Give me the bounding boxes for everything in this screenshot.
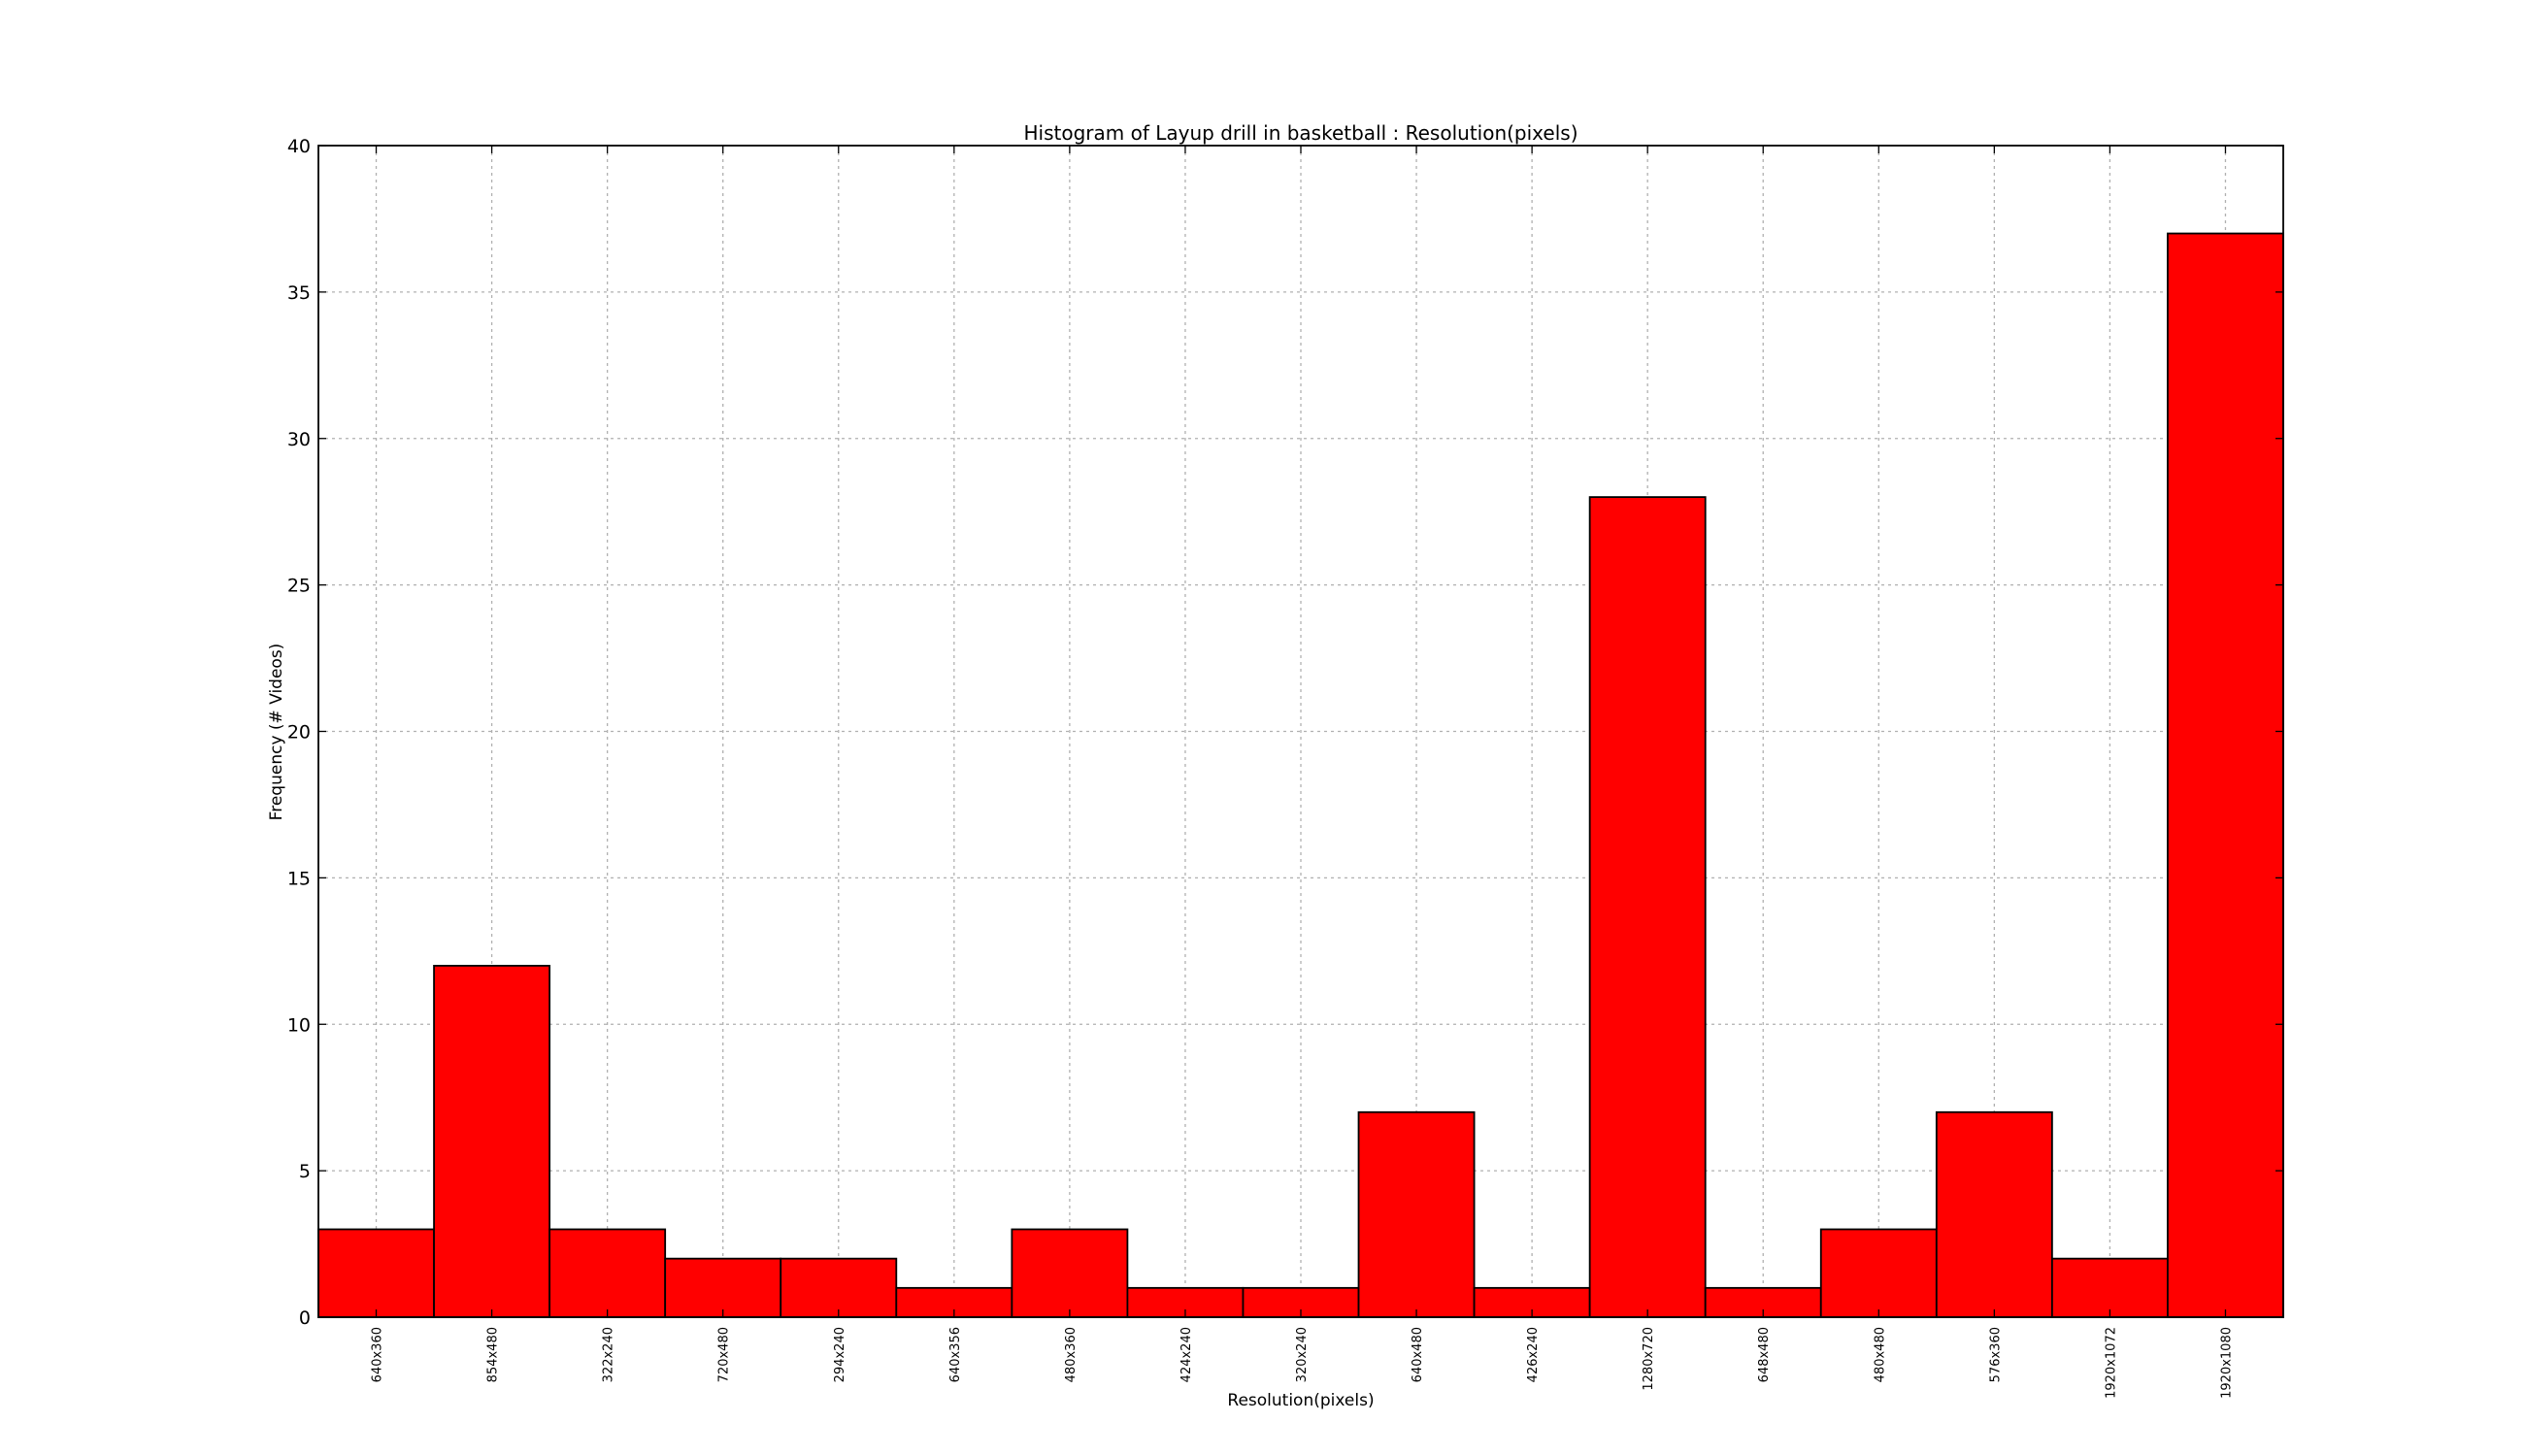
bars [317,232,2284,1318]
x-tick-label: 640x360 [371,1327,385,1382]
bar-1920x1072 [2050,1257,2169,1318]
chart-title: Histogram of Layup drill in basketball :… [1023,121,1578,145]
x-axis-ticks: 640x360 854x480 322x240 720x480 294x240 640x3… [371,146,2234,1399]
bar-640x360 [317,1228,435,1318]
y-tick-label: 30 [287,429,311,450]
bar-720x480 [664,1257,782,1318]
bar-854x480 [433,965,551,1318]
y-tick-label: 35 [287,282,311,304]
x-axis-label: Resolution(pixels) [1227,1391,1374,1410]
x-tick-label: 426x240 [1526,1327,1541,1382]
x-tick-label: 320x240 [1295,1327,1310,1382]
y-tick-label: 20 [287,722,311,744]
x-tick-label: 720x480 [717,1327,732,1382]
x-tick-label: 322x240 [602,1327,616,1382]
y-tick-label: 25 [287,576,311,597]
x-tick-label: 576x360 [1988,1327,2003,1382]
y-axis-ticks: 0 5 10 15 20 25 30 35 40 [287,136,2283,1329]
x-tick-label: 480x360 [1064,1327,1079,1382]
bar-576x360 [1935,1110,2053,1318]
bar-1920x1080 [2167,232,2284,1318]
bar-1280x720 [1588,496,1707,1318]
x-tick-label: 424x240 [1179,1327,1194,1382]
y-tick-label: 40 [287,136,311,157]
x-tick-label: 294x240 [833,1327,847,1382]
bar-322x240 [548,1228,667,1318]
y-tick-label: 15 [287,868,311,889]
x-tick-label: 1920x1080 [2219,1327,2234,1399]
bar-294x240 [780,1257,898,1318]
x-tick-label: 1280x720 [1642,1327,1656,1391]
x-tick-label: 640x356 [948,1327,963,1382]
x-tick-label: 480x480 [1873,1327,1887,1382]
y-tick-label: 10 [287,1014,311,1036]
x-tick-label: 648x480 [1757,1327,1772,1382]
y-tick-label: 5 [299,1161,311,1182]
bar-640x480 [1357,1110,1476,1318]
x-tick-label: 1920x1072 [2104,1327,2118,1399]
x-tick-label: 640x480 [1411,1327,1425,1382]
bar-480x480 [1819,1228,1938,1318]
y-tick-label: 0 [299,1307,311,1329]
x-tick-label: 854x480 [486,1327,501,1382]
y-axis-label: Frequency (# Videos) [267,644,286,821]
bar-480x360 [1011,1228,1129,1318]
